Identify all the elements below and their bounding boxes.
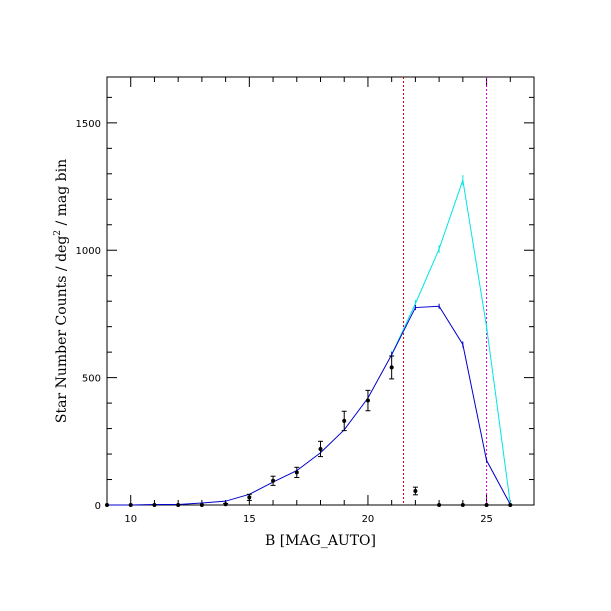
data-point [318, 446, 323, 451]
y-axis-title: Star Number Counts / deg2 / mag bin [53, 159, 70, 423]
y-axis-title-superscript: 2 [53, 230, 63, 236]
data-point [176, 503, 181, 507]
x-tick-label: 10 [124, 514, 137, 525]
data-point [105, 503, 109, 507]
data-point [365, 398, 370, 403]
data-point [484, 503, 489, 507]
plot-frame [106, 76, 535, 506]
y-axis-title-tail: / mag bin [54, 159, 70, 230]
data-point [389, 365, 394, 370]
x-axis-title: B [MAG_AUTO] [265, 533, 376, 549]
x-tick-label: 20 [362, 514, 375, 525]
y-tick-label: 0 [95, 501, 101, 512]
y-tick-label: 1500 [76, 119, 101, 130]
series-line [391, 180, 511, 504]
data-point [247, 495, 252, 500]
axis-ticks [106, 77, 535, 506]
data-point [413, 488, 418, 493]
data-point [271, 478, 276, 483]
data-point [437, 503, 442, 507]
data-point [223, 502, 228, 507]
y-axis-title-main: Star Number Counts / deg [54, 236, 70, 423]
magnitude-limit-lines [403, 77, 488, 505]
y-tick-label: 1000 [76, 246, 101, 257]
x-tick-label: 15 [243, 514, 256, 525]
y-tick-label: 500 [82, 374, 101, 385]
series-0 [391, 175, 511, 504]
data-point [128, 503, 133, 507]
data-point [460, 503, 465, 507]
y-tick-labels: 0 500 1000 1500 [76, 119, 101, 512]
x-tick-label: 25 [480, 514, 493, 525]
series-line [107, 305, 511, 506]
data-series [105, 175, 513, 507]
series-1 [107, 303, 511, 506]
data-point [199, 503, 204, 507]
x-tick-labels: 10 15 20 25 [124, 514, 493, 525]
series-2 [105, 355, 513, 507]
data-point [342, 418, 347, 423]
data-point [152, 503, 157, 507]
data-point [508, 503, 513, 507]
data-point [294, 470, 299, 475]
